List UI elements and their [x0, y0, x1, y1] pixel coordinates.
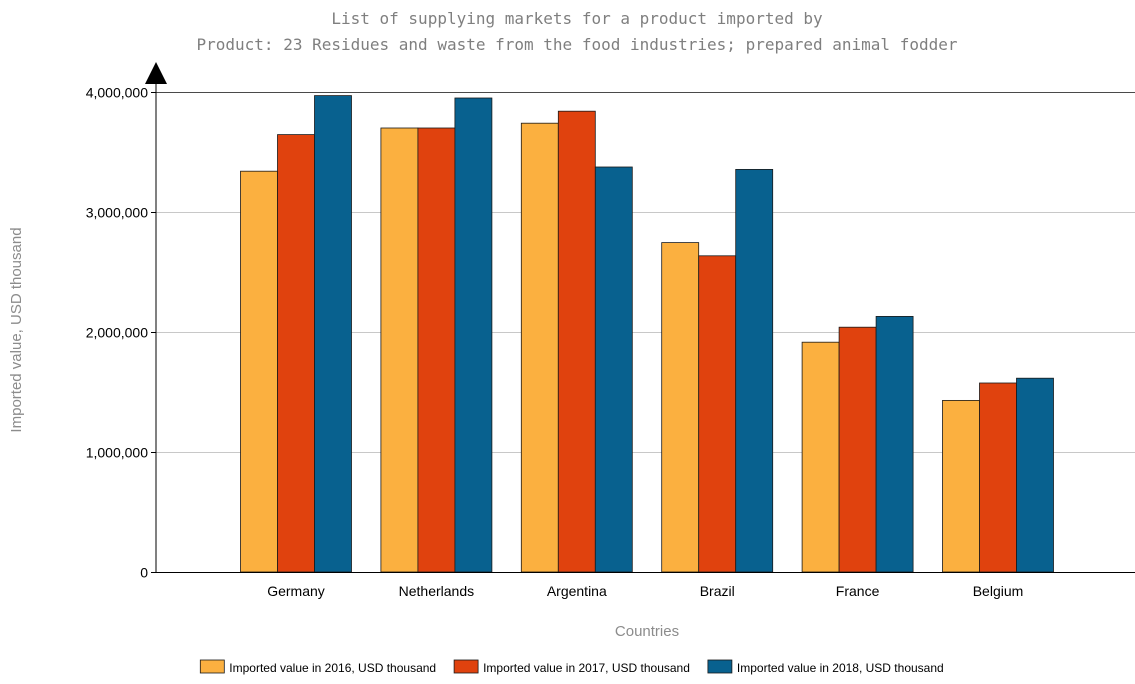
legend: Imported value in 2016, USD thousand Impo…	[199, 659, 944, 675]
x-tick-labels: Germany Netherlands Argentina Brazil France B…	[267, 583, 1023, 599]
legend-swatch	[453, 659, 479, 674]
y-tick-label: 4,000,000	[86, 85, 148, 101]
y-tick-label: 0	[140, 565, 148, 581]
x-tick-label: Belgium	[973, 583, 1024, 599]
legend-label: Imported value in 2018, USD thousand	[737, 661, 944, 675]
y-tick-label: 1,000,000	[86, 445, 148, 461]
x-tick-label: Brazil	[700, 583, 735, 599]
x-tick-label: Argentina	[547, 583, 607, 599]
legend-item: Imported value in 2018, USD thousand	[707, 659, 944, 675]
chart-subtitle: Product: 23 Residues and waste from the …	[197, 35, 958, 54]
legend-label: Imported value in 2016, USD thousand	[229, 661, 436, 675]
legend-item: Imported value in 2016, USD thousand	[199, 659, 436, 675]
y-tick-label: 2,000,000	[86, 325, 148, 341]
bar-belgium-series-2	[979, 382, 1017, 573]
bar-argentina-series-3	[594, 166, 633, 573]
bar-france-series-3	[875, 315, 914, 573]
bar-germany-series-3	[314, 95, 352, 573]
bar-argentina-series-1	[520, 122, 559, 573]
legend-label: Imported value in 2017, USD thousand	[483, 661, 690, 675]
x-tick-label: Germany	[267, 583, 325, 599]
x-tick-label: France	[836, 583, 880, 599]
legend-swatch	[199, 659, 225, 674]
bar-belgium-series-3	[1016, 377, 1054, 573]
bar-netherlands-series-2	[417, 127, 456, 573]
bar-france-series-1	[801, 341, 840, 573]
bar-germany-series-2	[277, 134, 315, 573]
y-axis-title: Imported value, USD thousand	[8, 227, 25, 432]
bar-argentina-series-2	[557, 110, 596, 573]
bar-france-series-2	[838, 326, 877, 573]
axes	[145, 62, 1135, 573]
y-tick-labels: 0 1,000,000 2,000,000 3,000,000 4,000,000	[86, 85, 156, 581]
x-axis-title: Countries	[615, 623, 679, 640]
chart-title: List of supplying markets for a product …	[331, 9, 823, 28]
legend-swatch	[707, 659, 733, 674]
bar-germany-series-1	[240, 170, 278, 573]
chart-title-group: List of supplying markets for a product …	[197, 9, 958, 54]
bar-brazil-series-1	[661, 242, 700, 573]
y-axis-arrow	[145, 62, 167, 84]
bars	[240, 95, 1054, 573]
bar-netherlands-series-3	[454, 97, 493, 573]
bar-netherlands-series-1	[380, 127, 419, 573]
y-tick-label: 3,000,000	[86, 205, 148, 221]
bar-brazil-series-3	[735, 168, 774, 573]
bar-belgium-series-1	[942, 399, 980, 573]
bar-brazil-series-2	[698, 255, 737, 573]
legend-item: Imported value in 2017, USD thousand	[453, 659, 690, 675]
x-tick-label: Netherlands	[399, 583, 475, 599]
